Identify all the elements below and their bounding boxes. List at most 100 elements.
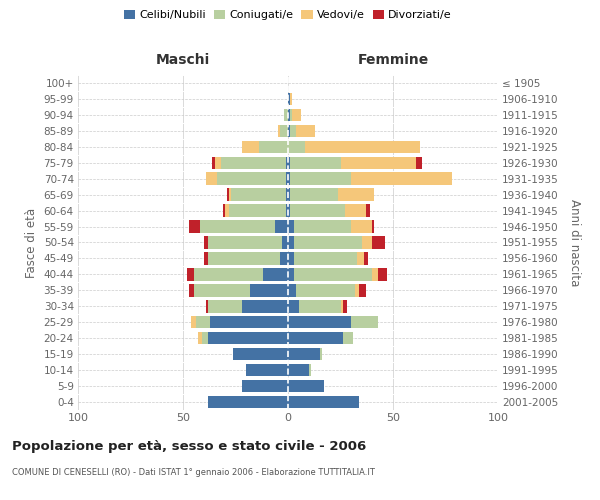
Bar: [288, 220, 372, 233]
Text: COMUNE DI CENESELLI (RO) - Dati ISTAT 1° gennaio 2006 - Elaborazione TUTTITALIA.: COMUNE DI CENESELLI (RO) - Dati ISTAT 1°…: [12, 468, 375, 477]
Bar: [275, 220, 288, 233]
Bar: [284, 108, 288, 121]
Bar: [280, 252, 288, 264]
Bar: [193, 284, 288, 296]
Bar: [229, 204, 288, 217]
Bar: [288, 172, 290, 185]
Bar: [286, 156, 288, 169]
Bar: [288, 268, 295, 280]
Bar: [208, 236, 288, 248]
Bar: [288, 268, 387, 280]
Bar: [233, 348, 288, 360]
Bar: [208, 396, 288, 408]
Bar: [193, 268, 288, 280]
Bar: [282, 236, 288, 248]
Bar: [288, 396, 359, 408]
Bar: [242, 140, 288, 153]
Bar: [288, 156, 416, 169]
Bar: [288, 236, 361, 248]
Bar: [288, 124, 316, 137]
Bar: [259, 140, 288, 153]
Y-axis label: Fasce di età: Fasce di età: [25, 208, 38, 278]
Bar: [189, 220, 288, 233]
Bar: [212, 156, 288, 169]
Bar: [196, 316, 288, 328]
Bar: [189, 284, 288, 296]
Bar: [288, 364, 311, 376]
Bar: [288, 220, 374, 233]
Bar: [233, 348, 288, 360]
Bar: [288, 92, 292, 105]
Bar: [208, 332, 288, 344]
Bar: [208, 300, 288, 312]
Bar: [288, 92, 290, 105]
Bar: [191, 316, 288, 328]
Bar: [208, 396, 288, 408]
Bar: [242, 140, 288, 153]
Bar: [286, 172, 288, 185]
Bar: [232, 188, 288, 201]
Bar: [202, 332, 288, 344]
Bar: [217, 172, 288, 185]
Bar: [223, 204, 288, 217]
Bar: [288, 108, 290, 121]
Bar: [288, 364, 311, 376]
Text: Popolazione per età, sesso e stato civile - 2006: Popolazione per età, sesso e stato civil…: [12, 440, 366, 453]
Bar: [288, 300, 341, 312]
Bar: [288, 332, 353, 344]
Bar: [288, 156, 290, 169]
Bar: [200, 220, 288, 233]
Bar: [225, 204, 288, 217]
Bar: [288, 108, 292, 121]
Bar: [288, 300, 347, 312]
Bar: [288, 108, 301, 121]
Bar: [288, 396, 359, 408]
Bar: [288, 348, 322, 360]
Bar: [288, 332, 353, 344]
Bar: [250, 284, 288, 296]
Bar: [198, 332, 288, 344]
Bar: [233, 348, 288, 360]
Bar: [288, 284, 296, 296]
Bar: [288, 188, 338, 201]
Bar: [288, 140, 305, 153]
Bar: [246, 364, 288, 376]
Bar: [246, 364, 288, 376]
Bar: [288, 316, 379, 328]
Bar: [288, 236, 295, 248]
Bar: [288, 204, 370, 217]
Bar: [288, 220, 351, 233]
Bar: [288, 124, 296, 137]
Bar: [288, 348, 322, 360]
Bar: [288, 140, 421, 153]
Bar: [280, 124, 288, 137]
Bar: [288, 364, 311, 376]
Bar: [227, 188, 288, 201]
Bar: [288, 188, 374, 201]
Bar: [288, 204, 345, 217]
Bar: [221, 156, 288, 169]
Bar: [288, 252, 295, 264]
Bar: [288, 204, 290, 217]
Bar: [288, 316, 351, 328]
Bar: [288, 204, 366, 217]
Bar: [288, 236, 372, 248]
Bar: [284, 108, 288, 121]
Bar: [187, 268, 288, 280]
Bar: [288, 124, 290, 137]
Text: Femmine: Femmine: [358, 54, 428, 68]
Text: Maschi: Maschi: [156, 54, 210, 68]
Bar: [288, 268, 372, 280]
Bar: [288, 220, 295, 233]
Bar: [193, 268, 288, 280]
Bar: [288, 172, 452, 185]
Bar: [288, 284, 366, 296]
Bar: [233, 348, 288, 360]
Bar: [193, 284, 288, 296]
Bar: [288, 300, 299, 312]
Bar: [288, 396, 359, 408]
Bar: [288, 380, 324, 392]
Bar: [210, 316, 288, 328]
Bar: [277, 124, 288, 137]
Bar: [288, 252, 368, 264]
